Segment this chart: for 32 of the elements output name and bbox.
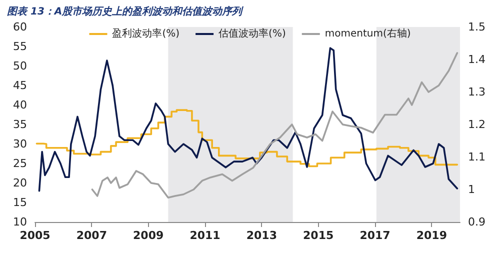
y-tick-label: 10: [13, 216, 27, 228]
y2-tick-label: 1.1: [468, 150, 486, 164]
y-tick-label: 40: [13, 98, 27, 112]
legend-label: momentum(右轴): [324, 28, 411, 40]
y-tick-label: 15: [13, 196, 27, 209]
y-tick-label: 45: [13, 79, 27, 92]
y2-tick-label: 1.5: [468, 20, 486, 34]
y2-tick-label: 0.9: [468, 216, 486, 228]
legend-label: 盈利波动率(%): [112, 28, 180, 40]
line-series: [38, 47, 458, 192]
y2-tick-label: 1.2: [468, 118, 486, 131]
y-tick-label: 35: [13, 118, 27, 131]
y-tick-label: 20: [13, 176, 27, 190]
y2-tick-label: 1: [468, 183, 475, 196]
y-tick-label: 60: [13, 20, 27, 34]
y2-tick-label: 1.4: [468, 53, 486, 66]
y2-tick-label: 1.3: [468, 86, 486, 98]
y-tick-label: 25: [13, 157, 27, 170]
chart-title: 图表 13：A股市场历史上的盈利波动和估值波动序列: [7, 6, 244, 18]
x-tick-label: 2015: [303, 229, 334, 242]
y-tick-label: 50: [13, 60, 27, 72]
x-tick-label: 2005: [20, 229, 50, 242]
legend-label: 估值波动率(%): [218, 28, 286, 40]
x-tick-label: 2019: [416, 229, 447, 242]
x-tick-label: 2011: [190, 229, 220, 242]
x-tick-label: 2009: [133, 229, 164, 242]
y-tick-label: 30: [13, 138, 27, 150]
x-tick-label: 2017: [360, 229, 390, 242]
x-tick-label: 2013: [246, 229, 277, 242]
x-tick-label: 2007: [76, 229, 107, 242]
y-tick-label: 55: [13, 40, 27, 53]
line-series: [91, 52, 458, 199]
